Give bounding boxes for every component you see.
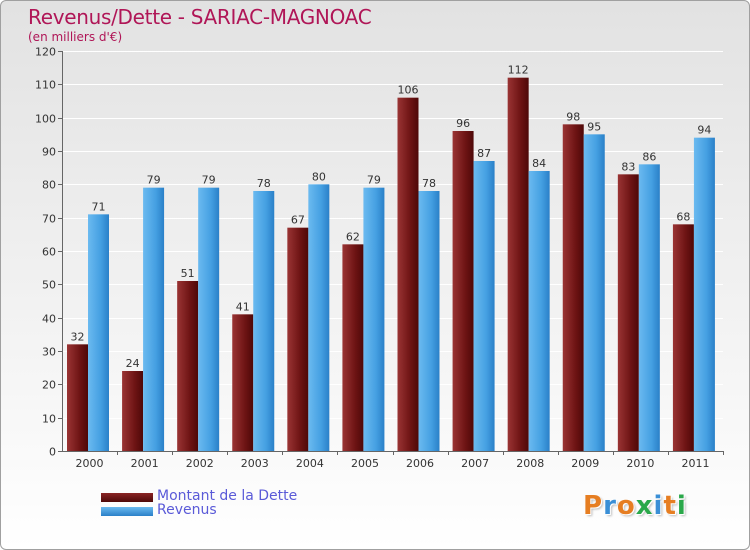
x-tick-label-2001: 2001 [131, 457, 159, 470]
bar-debt-2009 [562, 124, 584, 451]
bar-debt-2007 [452, 131, 474, 451]
bar-debt-2010 [617, 174, 639, 452]
bar-revenue-2002 [198, 187, 220, 451]
x-tick-label-2006: 2006 [406, 457, 434, 470]
bar-revenue-2011 [693, 137, 715, 451]
data-label-revenue-2001: 79 [147, 174, 161, 187]
chart-title: Revenus/Dette - SARIAC-MAGNOAC [28, 5, 372, 29]
data-label-debt-2000: 32 [71, 330, 85, 343]
x-tick-label-2007: 2007 [461, 457, 489, 470]
x-tick-label-2009: 2009 [571, 457, 599, 470]
data-label-debt-2011: 68 [676, 210, 690, 223]
y-tick-label: 50 [42, 279, 56, 292]
data-label-debt-2007: 96 [456, 117, 470, 130]
bar-revenue-2004 [308, 184, 330, 452]
y-tick-label: 40 [42, 313, 56, 326]
legend-label-debt: Montant de la Dette [157, 488, 298, 504]
data-label-revenue-2008: 84 [532, 157, 546, 170]
proxiti-logo: Proxiti [583, 491, 687, 521]
x-tick-label-2011: 2011 [681, 457, 709, 470]
bar-debt-2006 [397, 97, 419, 452]
data-label-revenue-2010: 86 [642, 150, 656, 163]
legend-swatch-debt [101, 493, 153, 502]
y-tick-label: 20 [42, 379, 56, 392]
data-label-revenue-2002: 79 [202, 174, 216, 187]
data-label-debt-2002: 51 [181, 267, 195, 280]
y-tick-label: 110 [35, 79, 56, 92]
data-label-debt-2009: 98 [566, 110, 580, 123]
x-tick-label-2005: 2005 [351, 457, 379, 470]
legend-swatch-revenue [101, 507, 153, 516]
y-tick-label: 10 [42, 413, 56, 426]
data-label-debt-2008: 112 [508, 64, 529, 77]
x-tick-label-2008: 2008 [516, 457, 544, 470]
x-tick-label-2004: 2004 [296, 457, 324, 470]
bar-debt-2002 [177, 281, 199, 451]
data-label-revenue-2005: 79 [367, 174, 381, 187]
data-label-debt-2003: 41 [236, 300, 250, 313]
y-tick-label: 60 [42, 246, 56, 259]
bar-revenue-2007 [473, 161, 495, 451]
data-label-debt-2001: 24 [126, 357, 140, 370]
y-tick-label: 90 [42, 146, 56, 159]
x-tick-label-2000: 2000 [76, 457, 104, 470]
x-tick-label-2002: 2002 [186, 457, 214, 470]
data-label-debt-2004: 67 [291, 214, 305, 227]
bar-debt-2001 [122, 371, 144, 451]
chart-subtitle: (en milliers d'€) [28, 30, 123, 44]
data-label-revenue-2000: 71 [92, 200, 106, 213]
data-label-revenue-2011: 94 [697, 124, 711, 137]
bar-debt-2000 [67, 344, 88, 451]
data-label-debt-2006: 106 [398, 84, 419, 97]
x-tick-label-2003: 2003 [241, 457, 269, 470]
bar-debt-2004 [287, 227, 309, 451]
bar-debt-2011 [672, 224, 694, 451]
bar-revenue-2005 [363, 187, 385, 451]
y-tick-label: 30 [42, 346, 56, 359]
y-tick-label: 70 [42, 213, 56, 226]
bar-revenue-2000 [88, 214, 109, 451]
data-label-debt-2010: 83 [621, 160, 635, 173]
bar-revenue-2008 [528, 171, 550, 451]
bar-debt-2005 [342, 244, 364, 451]
data-label-revenue-2004: 80 [312, 170, 326, 183]
data-label-revenue-2007: 87 [477, 147, 491, 160]
bar-debt-2008 [507, 77, 529, 452]
bar-revenue-2010 [638, 164, 660, 452]
legend-label-revenue: Revenus [157, 502, 217, 518]
bar-debt-2003 [232, 314, 254, 451]
bar-revenue-2003 [253, 191, 275, 451]
data-label-revenue-2006: 78 [422, 177, 436, 190]
y-tick-label: 80 [42, 179, 56, 192]
y-tick-label: 0 [49, 446, 56, 459]
data-label-revenue-2003: 78 [257, 177, 271, 190]
bar-revenue-2006 [418, 191, 440, 451]
bar-revenue-2009 [583, 134, 605, 452]
data-label-debt-2005: 62 [346, 230, 360, 243]
x-tick-label-2010: 2010 [626, 457, 654, 470]
y-tick-label: 120 [35, 46, 56, 59]
y-tick-label: 100 [35, 113, 56, 126]
bar-revenue-2001 [143, 187, 165, 451]
data-label-revenue-2009: 95 [587, 120, 601, 133]
